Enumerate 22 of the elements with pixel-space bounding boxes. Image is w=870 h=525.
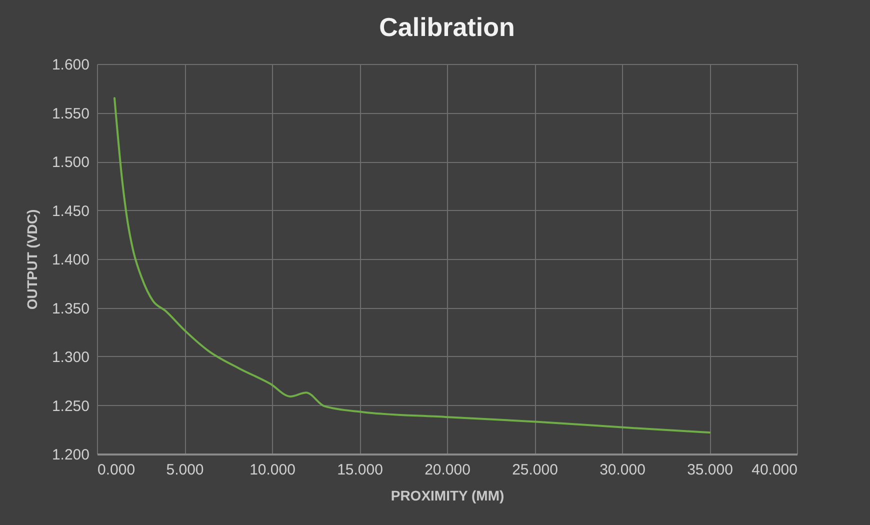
x-axis-title: PROXIMITY (MM) [390,488,504,504]
y-tick-label: 1.250 [52,398,90,415]
chart-title: Calibration [379,12,515,42]
x-tick-label: 40.000 [752,462,798,478]
x-tick-label: 35.000 [687,462,733,478]
y-tick-label: 1.550 [52,105,90,122]
x-tick-label: 30.000 [600,462,646,478]
line-series [114,97,710,434]
x-tick-label: 10.000 [250,462,296,478]
x-tick-label: 0.000 [98,462,136,478]
y-tick-label: 1.350 [52,300,90,318]
x-tick-label: 25.000 [512,462,558,478]
y-tick-label: 1.450 [52,202,90,220]
y-tick-label: 1.200 [52,446,90,464]
x-tick-label: 20.000 [424,462,470,478]
y-tick-label: 1.500 [52,154,90,171]
x-tick-label: 15.000 [337,462,383,478]
y-axis-title: OUTPUT (VDC) [24,209,40,310]
y-tick-label: 1.300 [52,349,90,366]
x-tick-label: 5.000 [166,462,204,478]
y-tick-label: 1.600 [52,56,90,74]
y-tick-label: 1.400 [52,252,90,268]
